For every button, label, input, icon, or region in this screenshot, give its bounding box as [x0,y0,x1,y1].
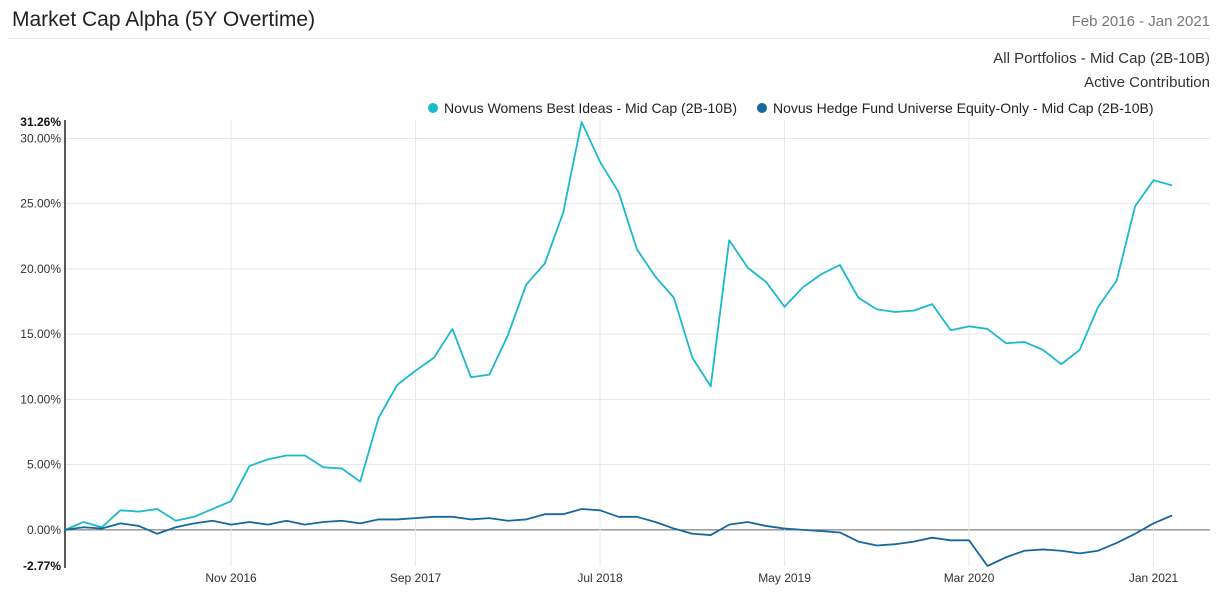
y-tick-label: 20.00% [20,262,61,276]
legend-item-series-2[interactable]: Novus Hedge Fund Universe Equity-Only - … [757,100,1154,116]
date-range-label: Feb 2016 - Jan 2021 [1071,13,1210,30]
chart-legend: Novus Womens Best Ideas - Mid Cap (2B-10… [0,100,1218,120]
legend-label-series-1: Novus Womens Best Ideas - Mid Cap (2B-10… [444,100,738,116]
legend-dot-icon [757,103,767,113]
x-tick-label: May 2019 [758,571,811,585]
series-line-1 [64,121,1173,531]
grid-layer [65,120,1210,566]
x-tick-label: Jul 2018 [577,571,623,585]
y-tick-label: 10.00% [20,392,61,406]
x-tick-label: Nov 2016 [205,571,257,585]
legend-dot-icon [428,103,438,113]
y-tick-label: 5.00% [27,458,61,472]
label-layer: 31.26% 30.00% 25.00% 20.00% 15.00% 10.00% 5.00… [20,115,1178,585]
y-tick-label: 31.26% [20,115,61,129]
header-divider [8,38,1210,39]
x-tick-label: Jan 2021 [1129,571,1179,585]
chart-title: Market Cap Alpha (5Y Overtime) [12,8,316,31]
y-tick-label: 15.00% [20,327,61,341]
y-tick-label: 30.00% [20,131,61,145]
contribution-label: Active Contribution [1084,74,1210,91]
series-layer [64,121,1173,567]
x-tick-label: Sep 2017 [390,571,442,585]
y-tick-label: 25.00% [20,197,61,211]
legend-label-series-2: Novus Hedge Fund Universe Equity-Only - … [773,100,1154,116]
series-line-2 [64,508,1173,567]
legend-item-series-1[interactable]: Novus Womens Best Ideas - Mid Cap (2B-10… [428,100,737,116]
x-tick-label: Mar 2020 [944,571,995,585]
portfolio-label: All Portfolios - Mid Cap (2B-10B) [993,50,1210,67]
y-tick-label: -2.77% [23,559,61,573]
y-tick-label: 0.00% [27,523,61,537]
